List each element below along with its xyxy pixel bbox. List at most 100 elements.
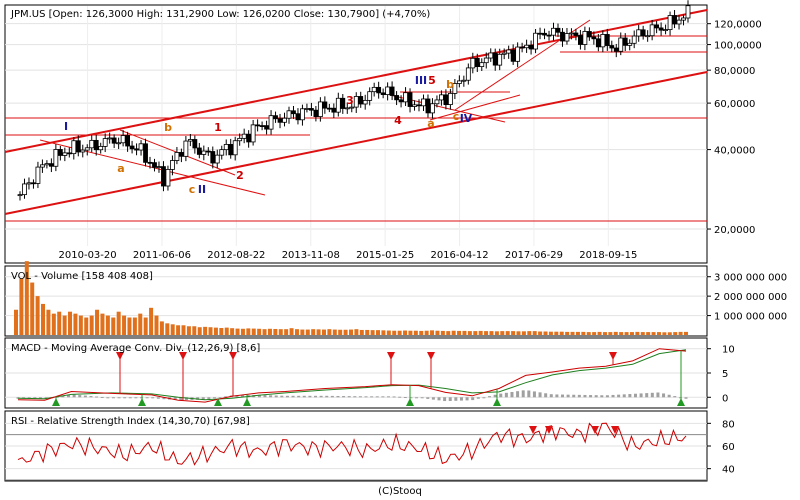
volume-title: VOL - Volume [158 408 408]	[11, 271, 153, 282]
candle-body	[165, 169, 171, 187]
candle-body	[17, 194, 23, 197]
candle-body	[134, 148, 139, 151]
volume-bar	[424, 330, 429, 335]
volume-bar	[311, 329, 316, 335]
price-gridlines	[5, 6, 707, 246]
macd-hist-bar	[667, 394, 671, 398]
rsi-y-axis: 80 60 40	[707, 419, 735, 476]
candle-body	[107, 137, 113, 140]
overbought-marker-icon	[545, 426, 553, 434]
buy-marker-icon	[406, 398, 414, 406]
candle-body	[443, 94, 449, 105]
candle-body	[313, 109, 319, 117]
candle-body	[344, 107, 350, 110]
candle-body	[98, 145, 104, 151]
volume-bar	[246, 328, 251, 335]
macd-hist-bar	[61, 395, 65, 398]
volume-bar	[349, 329, 353, 335]
channel-line	[4, 71, 708, 215]
volume-bar	[457, 330, 462, 335]
macd-hist-bar	[499, 393, 503, 398]
volume-bar	[667, 332, 672, 335]
candle-body	[407, 92, 413, 107]
volume-bar	[435, 330, 440, 335]
macd-hist-bar	[162, 397, 166, 400]
volume-bar	[440, 330, 445, 335]
price-title: JPM.US [Open: 126,3000 High: 131,2900 Lo…	[10, 9, 430, 20]
volume-bar	[651, 332, 656, 335]
macd-hist-bar	[370, 396, 374, 398]
macd-hist-bar	[628, 394, 632, 398]
wave-label: II	[198, 183, 206, 196]
volume-y-axis: 3 000 000 000 2 000 000 000 1 000 000 000	[707, 273, 787, 323]
candle-body	[434, 99, 440, 105]
volume-bar	[678, 331, 683, 335]
volume-bar	[629, 332, 634, 335]
volume-bar	[543, 331, 548, 335]
macd-hist-bar	[589, 395, 593, 398]
macd-hist-bar	[89, 396, 93, 398]
candle-body	[385, 86, 391, 95]
candle-body	[295, 113, 301, 121]
candle-body	[681, 17, 686, 21]
candle-body	[573, 32, 579, 36]
macd-hist-bar	[134, 397, 138, 399]
candle-body	[147, 161, 153, 164]
candle-body	[371, 86, 377, 93]
macd-hist-bar	[415, 397, 419, 399]
price-x-tick-label: 2010-03-20	[59, 250, 117, 261]
volume-bar	[273, 328, 278, 335]
candle-body	[578, 35, 583, 45]
macd-hist-bar	[201, 397, 205, 400]
candle-body	[461, 79, 467, 82]
volume-bar	[359, 329, 364, 335]
candle-body	[219, 149, 225, 156]
candle-body	[403, 92, 408, 103]
volume-gridlines	[5, 276, 707, 317]
volume-bar	[105, 315, 110, 335]
price-x-tick-label: 2015-01-25	[356, 250, 414, 261]
candle-body	[636, 29, 642, 37]
candle-body	[667, 15, 673, 30]
wave-label: c	[189, 183, 196, 196]
buy-marker-icon	[243, 398, 251, 406]
price-x-tick-label: 2011-06-06	[133, 250, 191, 261]
volume-panel: VOL - Volume [158 408 408] 3 000 000 000…	[4, 261, 787, 337]
candle-body	[380, 92, 386, 95]
candle-body	[48, 163, 54, 167]
volume-bar	[430, 330, 435, 335]
macd-hist-bar	[465, 397, 469, 401]
macd-hist-bar	[44, 397, 48, 399]
price-y-tick-label: 100,0000	[714, 41, 762, 52]
macd-hist-bar	[156, 397, 160, 399]
macd-hist-bar	[297, 395, 301, 398]
price-candles	[17, 0, 691, 201]
candle-body	[187, 139, 193, 142]
candle-body	[53, 149, 59, 167]
macd-signal-line	[17, 349, 687, 401]
macd-hist-bar	[454, 397, 458, 401]
wave-label: 5	[428, 74, 436, 87]
candle-body	[214, 154, 220, 164]
candle-body	[264, 125, 269, 130]
buy-marker-icon	[677, 398, 685, 406]
volume-bar	[656, 332, 661, 335]
macd-hist-bar	[673, 396, 677, 398]
candle-body	[44, 163, 50, 166]
volume-bar	[554, 331, 559, 335]
macd-hist-bar	[280, 395, 284, 398]
volume-bar	[138, 313, 143, 335]
macd-title: MACD - Moving Average Conv. Div. (12,26,…	[11, 343, 260, 354]
volume-bar	[19, 278, 24, 335]
macd-hist-bar	[448, 397, 452, 401]
candle-body	[210, 151, 216, 164]
volume-bar	[89, 315, 94, 335]
volume-bar	[132, 317, 137, 335]
candle-body	[22, 183, 27, 196]
candle-body	[569, 32, 574, 35]
price-y-tick-label: 40,0000	[714, 146, 755, 157]
price-y-tick-label: 20,0000	[714, 225, 755, 236]
candle-body	[89, 139, 95, 149]
volume-y-tick-label: 3 000 000 000	[714, 273, 787, 284]
